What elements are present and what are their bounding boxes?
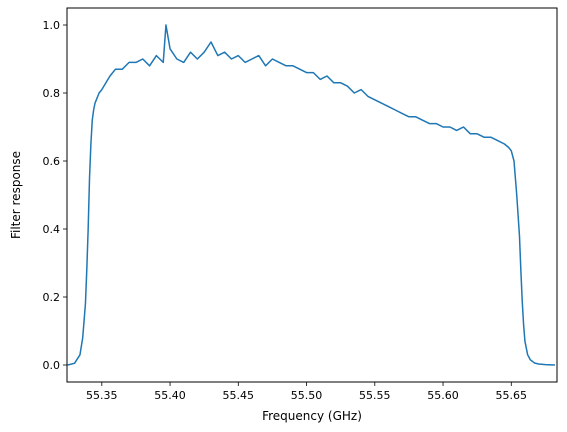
x-tick-label: 55.60	[427, 389, 459, 402]
x-tick-label: 55.55	[359, 389, 391, 402]
x-tick-label: 55.40	[154, 389, 186, 402]
y-tick-label: 0.8	[43, 87, 61, 100]
plot-frame	[66, 7, 558, 383]
x-tick-label: 55.50	[291, 389, 323, 402]
y-tick-label: 0.0	[43, 359, 61, 372]
y-tick-label: 0.4	[43, 223, 61, 236]
x-axis-ticks: 55.35 55.40 55.45 55.50 55.55 55.60 55.65	[86, 382, 527, 402]
x-axis-label: Frequency (GHz)	[262, 409, 362, 423]
y-tick-label: 1.0	[43, 19, 61, 32]
series-layer	[67, 24, 555, 366]
series-line	[67, 24, 555, 366]
x-tick-label: 55.45	[223, 389, 255, 402]
plot-background	[67, 8, 557, 382]
x-tick-label: 55.35	[86, 389, 118, 402]
y-axis-ticks: 0.0 0.2 0.4 0.6 0.8 1.0	[43, 19, 67, 372]
y-tick-label: 0.6	[43, 155, 61, 168]
y-tick-label: 0.2	[43, 291, 61, 304]
x-tick-label: 55.65	[496, 389, 528, 402]
y-axis-label: Filter response	[9, 151, 23, 239]
